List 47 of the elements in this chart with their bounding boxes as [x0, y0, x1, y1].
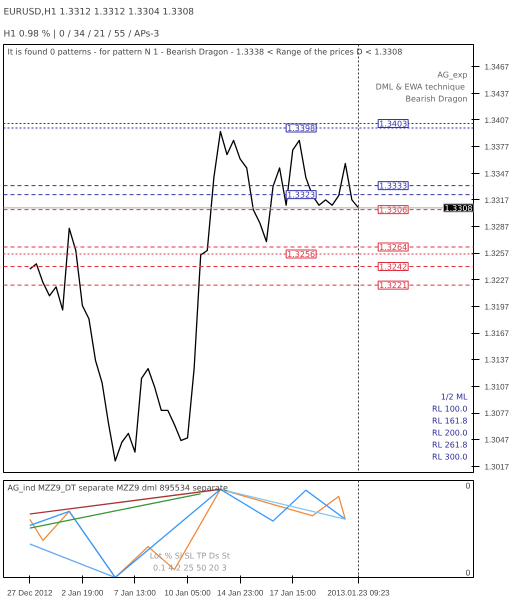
y-tick-label: 1.3437 [484, 89, 510, 98]
y-tick-label: 1.3167 [484, 329, 510, 338]
annotation: RL 200.0 [432, 428, 468, 438]
y-tick-label: 1.3317 [484, 196, 510, 205]
y-tick-label: 1.3077 [484, 409, 510, 418]
y-tick-label: 1.3107 [484, 382, 510, 392]
y-tick-label: 1.3137 [484, 356, 510, 365]
y-tick-label: 1.3017 [484, 462, 510, 472]
ref-line-label: 1.3264 [379, 242, 408, 252]
y-tick-label: 1.3467 [484, 62, 510, 72]
annotation: 1/2 ML [440, 392, 468, 402]
annotation: AG_ind MZZ9_DT separate MZZ9 dml 895534 separate [8, 484, 228, 492]
ref-line-label: 1.3306 [379, 206, 408, 215]
y-tick-label: 1.3227 [484, 276, 510, 285]
annotation: RL 261.8 [432, 440, 468, 450]
x-tick-label: 27 Dec 2012 [7, 588, 54, 598]
ref-line-label: 1.3333 [379, 182, 408, 191]
annotation: 0 [465, 482, 471, 490]
ref-line-label: 1.3256 [287, 250, 316, 260]
x-tick-label: 2013.01.23 09:23 [327, 588, 390, 598]
annotation: RL 161.8 [432, 416, 468, 426]
y-tick-label: 1.3377 [484, 142, 510, 152]
x-tick-label: 7 Jan 13:00 [114, 588, 156, 598]
y-tick-label: 1.3047 [484, 436, 510, 445]
annotation: AG_exp [437, 70, 468, 80]
chart-subtitle: H1 0.98 % | 0 / 34 / 21 / 55 / APs-3 [4, 30, 160, 40]
annotation: 0 [465, 568, 471, 578]
annotation: RL 300.0 [432, 452, 468, 462]
y-tick-label: 1.3257 [484, 249, 510, 258]
ref-line-label: 1.3323 [287, 190, 316, 200]
ref-line-label: 1.3403 [379, 120, 408, 129]
y-tick-label: 1.3407 [484, 116, 510, 125]
ref-line-label: 1.3242 [379, 262, 408, 272]
chart-title: EURUSD,H1 1.3312 1.3312 1.3304 1.3308 [4, 8, 194, 18]
y-tick-label: 1.3197 [484, 302, 510, 312]
ref-line-label: 1.3308 [444, 204, 473, 213]
ref-line-label: 1.3398 [287, 124, 316, 133]
x-tick-label: 2 Jan 19:00 [61, 588, 104, 598]
ref-line-label: 1.3221 [379, 281, 408, 290]
y-tick-label: 1.3287 [484, 222, 510, 232]
y-tick-label: 1.3347 [484, 169, 510, 178]
x-tick-label: 17 Jan 15:00 [270, 588, 316, 598]
annotation: Bearish Dragon [406, 94, 468, 104]
annotation: DML & EWA technique [376, 82, 466, 92]
annotation: RL 100.0 [432, 404, 468, 414]
x-tick-label: 14 Jan 23:00 [217, 588, 264, 598]
x-tick-label: 10 Jan 05:00 [164, 588, 212, 598]
